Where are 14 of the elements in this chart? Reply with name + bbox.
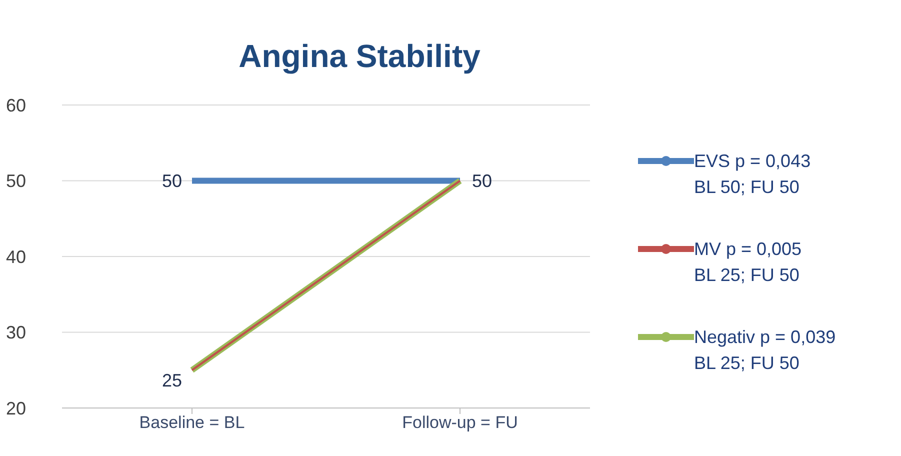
legend-label: Negativ p = 0,039 BL 25; FU 50: [694, 326, 836, 375]
y-tick-label: 30: [6, 322, 26, 343]
x-tick-label: Follow-up = FU: [402, 413, 518, 432]
y-tick-label: 20: [6, 398, 26, 418]
y-tick-label: 50: [6, 171, 26, 192]
y-tick-label: 40: [6, 246, 26, 267]
chart-title: Angina Stability: [238, 38, 482, 75]
data-label: 50: [162, 171, 182, 192]
legend-label: EVS p = 0,043 BL 50; FU 50: [694, 150, 811, 199]
data-label: 50: [472, 171, 492, 192]
y-tick-label: 60: [6, 95, 26, 116]
x-tick-label: Baseline = BL: [139, 413, 245, 432]
legend-label: MV p = 0,005 BL 25; FU 50: [694, 238, 802, 287]
data-label: 25: [162, 370, 182, 390]
